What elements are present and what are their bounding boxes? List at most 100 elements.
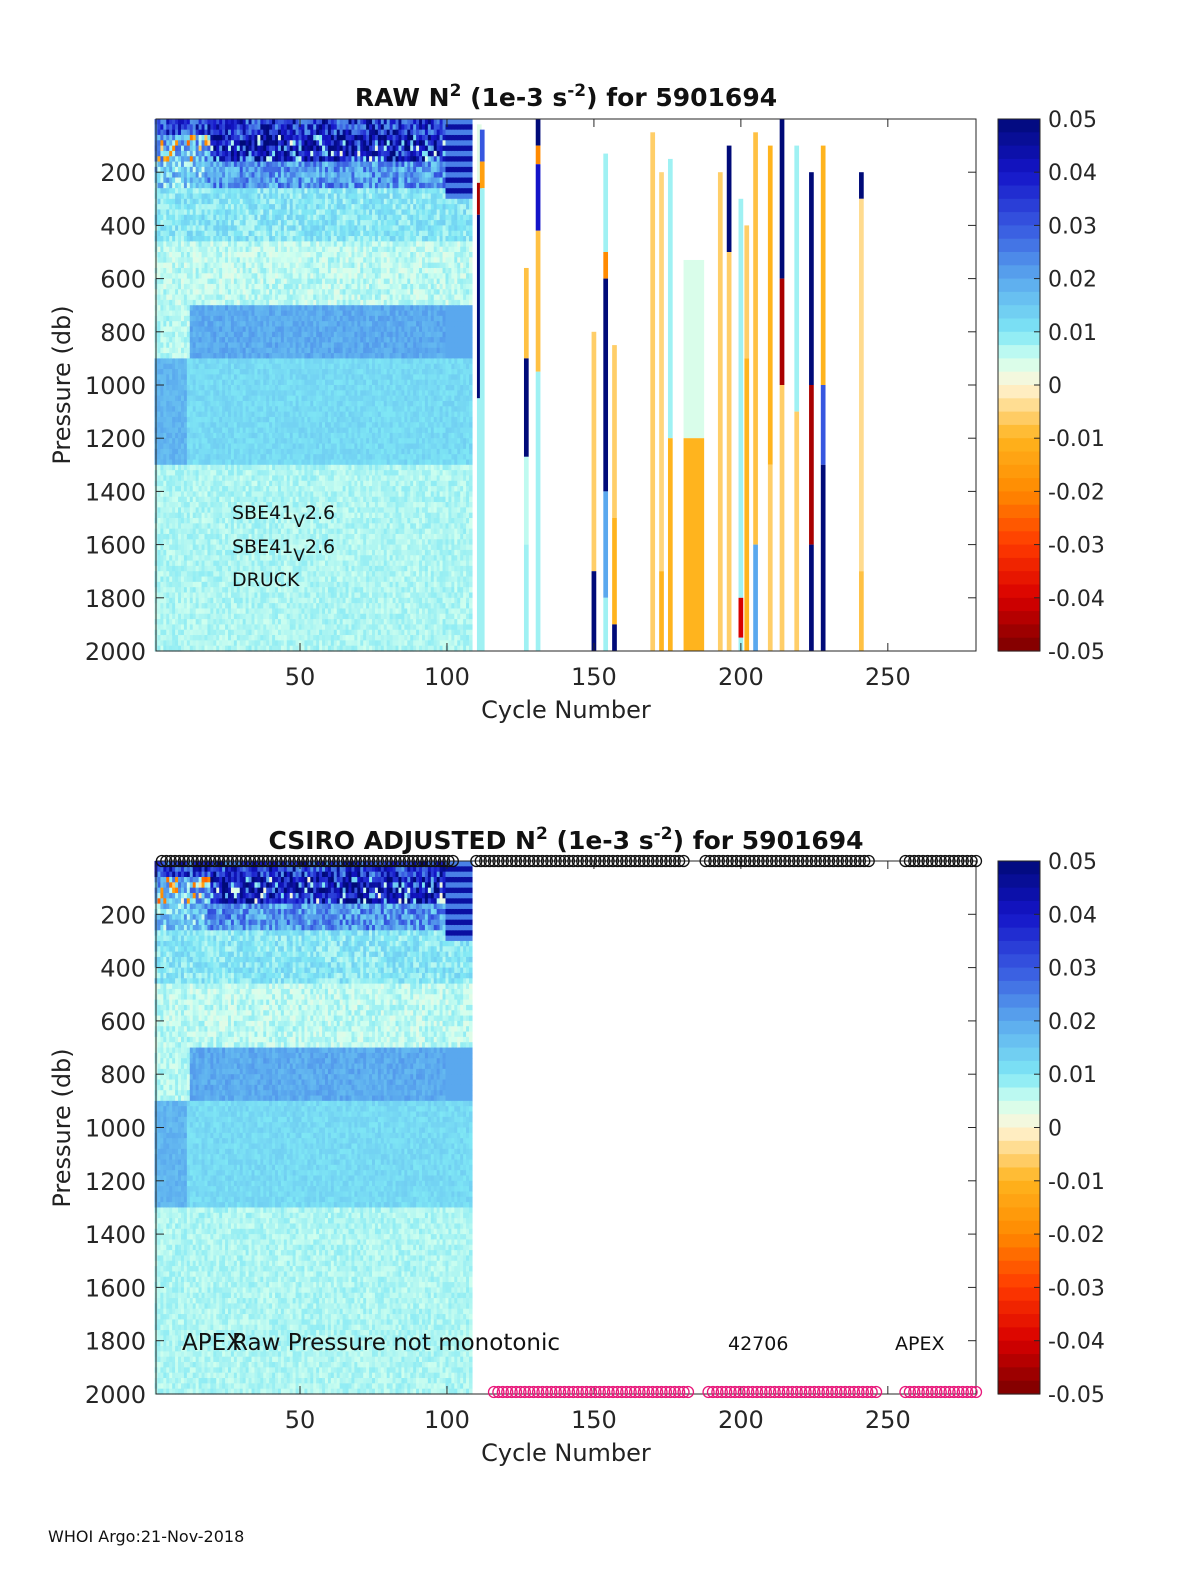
heatmap-cell (160, 587, 164, 594)
heatmap-cell (230, 475, 235, 482)
heatmap-cell (201, 645, 206, 652)
heatmap-cell (169, 645, 173, 652)
heatmap-cell (236, 491, 241, 498)
heatmap-cell (169, 310, 173, 317)
heatmap-cell (172, 161, 176, 168)
heatmap-cell (210, 533, 214, 540)
heatmap-cell (222, 294, 226, 301)
heatmap-cell (210, 528, 214, 535)
heatmap-cell (207, 225, 211, 232)
heatmap-cell (236, 220, 241, 226)
heatmap-cell (178, 539, 182, 546)
heatmap-cell (210, 512, 214, 519)
heatmap-cell (172, 603, 176, 610)
heatmap-cell (195, 459, 200, 466)
heatmap-cell (163, 220, 167, 226)
heatmap-cell (195, 220, 200, 226)
heatmap-cell (163, 161, 167, 168)
heatmap-cell (163, 267, 167, 274)
heatmap-cell (216, 315, 220, 322)
heatmap-cell (186, 273, 191, 280)
heatmap-cell (180, 273, 185, 280)
heatmap-cell (195, 305, 200, 312)
heatmap-cell (228, 172, 232, 179)
heatmap-cell (172, 166, 176, 173)
heatmap-cell (222, 252, 226, 258)
heatmap-cell (213, 145, 217, 152)
heatmap-cell (180, 204, 185, 211)
heatmap-cell (216, 374, 220, 381)
heatmap-cell (219, 209, 223, 216)
heatmap-cell (189, 353, 194, 359)
heatmap-cell (225, 182, 229, 189)
heatmap-cell (213, 454, 217, 461)
heatmap-cell (216, 533, 220, 540)
heatmap-cell (166, 571, 170, 578)
heatmap-cell (172, 150, 176, 157)
heatmap-cell (166, 326, 170, 333)
heatmap-cell (219, 134, 223, 141)
heatmap-cell (201, 640, 206, 647)
heatmap-cell (213, 528, 217, 535)
heatmap-cell (222, 533, 226, 540)
heatmap-cell (157, 214, 162, 221)
heatmap-cell (178, 331, 182, 338)
heatmap-cell (189, 305, 194, 312)
heatmap-cell (230, 230, 235, 237)
heatmap-cell (233, 635, 238, 641)
heatmap-cell (175, 257, 179, 264)
heatmap-cell (207, 267, 211, 274)
heatmap-cell (183, 385, 188, 391)
heatmap-cell (163, 230, 167, 237)
heatmap-cell (163, 209, 167, 216)
heatmap-cell (169, 587, 173, 594)
heatmap-cell (178, 283, 182, 290)
heatmap-cell (216, 416, 220, 423)
heatmap-cell (189, 432, 194, 439)
heatmap-cell (186, 225, 191, 232)
heatmap-cell (163, 581, 167, 588)
heatmap-cell (233, 533, 238, 540)
heatmap-cell (225, 496, 229, 503)
heatmap-cell (163, 587, 167, 594)
heatmap-cell (169, 454, 173, 461)
heatmap-cell (228, 496, 232, 503)
heatmap-cell (160, 464, 164, 471)
heatmap-cell (236, 411, 241, 418)
heatmap-cell (201, 193, 206, 200)
heatmap-cell (210, 555, 214, 562)
heatmap-cell (216, 411, 220, 418)
heatmap-cell (207, 177, 211, 184)
heatmap-cell (160, 209, 164, 216)
heatmap-cell (219, 315, 223, 322)
heatmap-cell (175, 560, 179, 567)
heatmap-cell (180, 448, 185, 455)
heatmap-cell (175, 528, 179, 535)
heatmap-cell (178, 310, 182, 317)
heatmap-cell (219, 400, 223, 407)
heatmap-cell (172, 119, 176, 125)
heatmap-cell (207, 448, 211, 455)
heatmap-cell (219, 188, 223, 195)
heatmap-cell (210, 214, 214, 221)
heatmap-cell (180, 252, 185, 258)
heatmap-cell (198, 156, 203, 163)
heatmap-cell (236, 172, 241, 179)
heatmap-cell (207, 438, 211, 445)
heatmap-cell (225, 198, 229, 205)
heatmap-cell (180, 220, 185, 226)
heatmap-cell (210, 379, 214, 386)
heatmap-cell (183, 204, 188, 211)
heatmap-cell (172, 427, 176, 434)
heatmap-cell (175, 230, 179, 237)
heatmap-cell (236, 432, 241, 439)
heatmap-cell (201, 539, 206, 546)
heatmap-cell (213, 299, 217, 306)
heatmap-cell (183, 193, 188, 200)
heatmap-cell (216, 129, 220, 136)
heatmap-cell (172, 315, 176, 322)
heatmap-cell (239, 236, 244, 242)
heatmap-cell (213, 119, 217, 125)
heatmap-cell (195, 603, 200, 610)
heatmap-cell (239, 454, 244, 461)
